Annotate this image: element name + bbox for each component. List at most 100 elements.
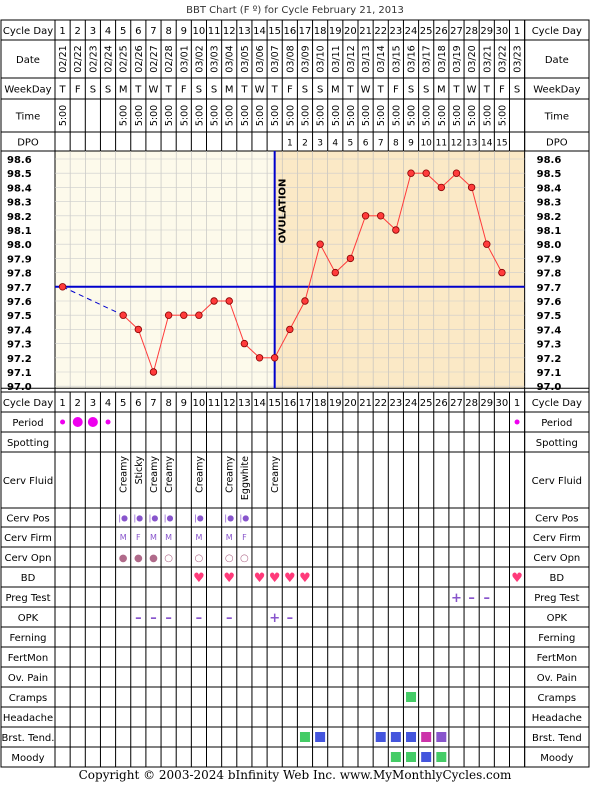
- breast-tenderness-square: [390, 732, 401, 742]
- cycle-day-label: 19: [329, 398, 342, 409]
- y-tick-label-right: 97.9: [537, 254, 562, 265]
- temp-line-segment: [228, 300, 245, 344]
- opk-mark: +: [269, 611, 280, 626]
- row-label-cycle-day: Cycle Day: [3, 26, 53, 37]
- cerv-fluid-label: Sticky: [134, 456, 145, 485]
- moody-square: [421, 752, 432, 762]
- weekday-label: T: [452, 85, 460, 96]
- row-label-right-cerv-fluid: Cerv Fluid: [532, 476, 582, 487]
- breast-tenderness-square: [406, 732, 417, 742]
- breast-tenderness-square: [436, 732, 447, 742]
- cycle-day-label: 20: [344, 26, 357, 37]
- cycle-day-label: 2: [75, 26, 81, 37]
- temp-point: [270, 354, 279, 362]
- date-label: 03/17: [422, 45, 433, 72]
- time-label: 5:00: [422, 105, 433, 126]
- date-label: 03/12: [346, 45, 357, 72]
- bd-heart-icon: ♥: [269, 571, 281, 586]
- cycle-day-label: 13: [238, 398, 251, 409]
- weekday-label: T: [240, 85, 248, 96]
- row-label-cerv-opn: Cerv Opn: [5, 553, 52, 564]
- cerv-opn-mark: ○: [240, 553, 249, 564]
- y-tick-label-right: 98.4: [537, 183, 562, 194]
- y-tick-label-left: 97.3: [7, 340, 32, 351]
- row-label-right-headache: Headache: [532, 713, 582, 724]
- time-label: 5:00: [497, 105, 508, 126]
- time-label: 5:00: [58, 105, 69, 126]
- temp-point: [149, 368, 158, 376]
- cycle-day-label: 27: [450, 398, 463, 409]
- temp-line-segment: [304, 244, 321, 302]
- cycle-day-label: 17: [299, 26, 312, 37]
- time-label: 5:00: [361, 105, 372, 126]
- cycle-day-label: 26: [435, 398, 448, 409]
- post-ovulation-background: [274, 151, 525, 389]
- weekday-label: T: [59, 85, 67, 96]
- row-label-cramps: Cramps: [9, 693, 48, 704]
- dpo-label: 14: [481, 139, 493, 149]
- cycle-day-label: 1: [514, 26, 520, 37]
- cycle-day-label: 14: [253, 26, 266, 37]
- chart-title: BBT Chart (F º) for Cycle February 21, 2…: [186, 5, 404, 16]
- cycle-day-label: 20: [344, 398, 357, 409]
- opk-mark: –: [196, 611, 203, 626]
- cycle-day-label: 17: [299, 398, 312, 409]
- temp-point: [225, 297, 233, 305]
- time-label: 5:00: [437, 105, 448, 126]
- cycle-day-label: 28: [465, 398, 478, 409]
- ovulation-label: OVULATION: [278, 179, 289, 244]
- weekday-label: W: [255, 85, 265, 96]
- time-label: 5:00: [225, 105, 236, 126]
- time-label: 5:00: [452, 105, 463, 126]
- weekday-label: M: [225, 85, 234, 96]
- temp-point: [286, 325, 294, 334]
- time-label: 5:00: [482, 105, 493, 126]
- row-label-time: Time: [15, 112, 40, 123]
- time-label: 5:00: [255, 105, 266, 126]
- time-label: 5:00: [285, 105, 296, 126]
- row-label-right-fertmon: FertMon: [537, 653, 577, 664]
- dpo-label: 3: [317, 139, 323, 149]
- y-tick-label-left: 97.8: [7, 269, 32, 280]
- temp-line-segment: [471, 187, 488, 245]
- y-tick-label-right: 97.8: [537, 269, 562, 280]
- preg-test-mark: +: [451, 591, 462, 606]
- cramps-square: [406, 692, 417, 702]
- cycle-day-label: 2: [75, 398, 81, 409]
- dpo-label: 8: [393, 139, 399, 149]
- period-dot: [105, 419, 111, 425]
- cycle-day-label: 21: [359, 26, 372, 37]
- weekday-label: T: [271, 85, 279, 96]
- cycle-day-label: 22: [374, 26, 387, 37]
- opk-mark: –: [226, 611, 233, 626]
- date-label: 03/05: [240, 45, 251, 72]
- row-label-cerv-firm: Cerv Firm: [4, 533, 52, 544]
- cerv-firm-mark: M: [226, 533, 233, 542]
- cerv-fluid-label: Creamy: [164, 456, 175, 493]
- temp-point: [377, 212, 385, 220]
- period-dot: [87, 417, 98, 427]
- row-label-right-dpo: DPO: [546, 138, 568, 149]
- pre-ovulation-background: [55, 151, 275, 389]
- y-tick-label-right: 97.1: [537, 368, 562, 379]
- temp-line-segment: [289, 300, 306, 330]
- date-label: 02/25: [119, 45, 130, 72]
- row-label-right-brst-tend: Brst. Tend: [532, 733, 582, 744]
- dpo-label: 10: [420, 139, 432, 149]
- cycle-day-label: 10: [193, 398, 206, 409]
- y-tick-label-right: 97.4: [537, 325, 562, 336]
- preg-test-mark: –: [484, 591, 491, 606]
- cycle-day-label: 12: [223, 398, 236, 409]
- cycle-day-label: 1: [59, 26, 65, 37]
- date-label: 03/14: [376, 45, 387, 72]
- weekday-label: W: [361, 85, 371, 96]
- cycle-day-label: 22: [374, 398, 387, 409]
- y-tick-label-left: 98.6: [7, 155, 32, 166]
- bd-heart-icon: ♥: [299, 571, 311, 586]
- cycle-day-label: 15: [268, 398, 281, 409]
- cycle-day-label: 14: [253, 398, 266, 409]
- row-label-right-time: Time: [544, 112, 569, 123]
- dpo-label: 9: [408, 139, 414, 149]
- y-tick-label-left: 98.4: [7, 183, 32, 194]
